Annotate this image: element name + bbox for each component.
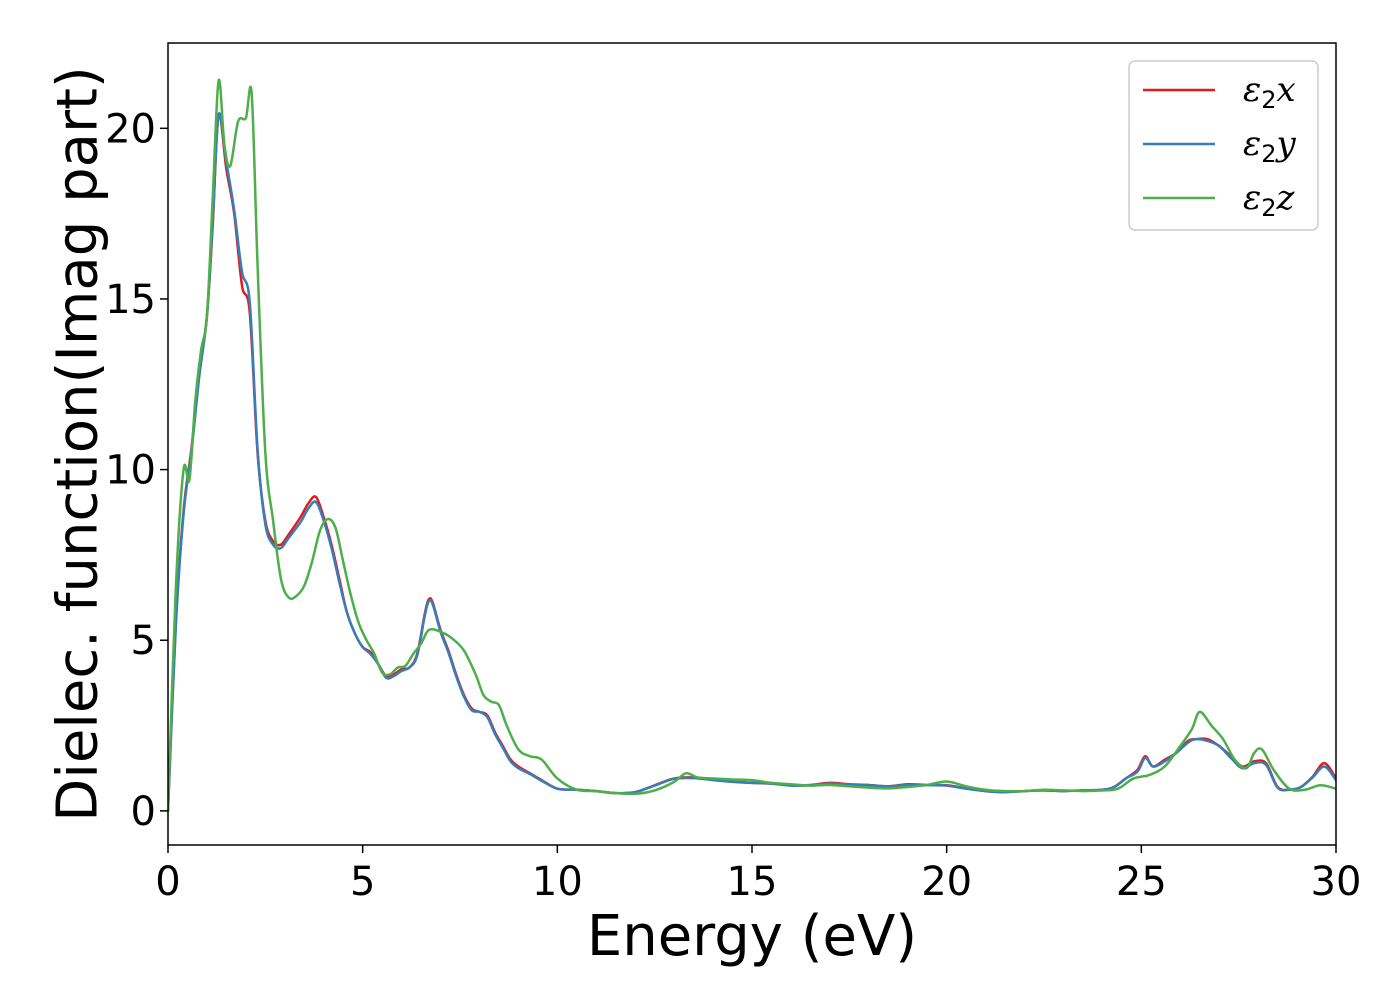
y-axis: 0 5 10 15 20 (105, 106, 168, 835)
x-axis-label: Energy (eV) (587, 904, 917, 969)
x-tick-label: 0 (155, 859, 180, 905)
x-tick-label: 10 (532, 859, 583, 905)
plot-area (168, 78, 1336, 813)
legend-entry: ε2y (1243, 124, 1297, 168)
y-tick-label: 20 (105, 106, 156, 152)
legend-entry: ε2z (1243, 178, 1296, 222)
x-tick-label: 30 (1311, 859, 1362, 905)
x-tick-label: 20 (921, 859, 972, 905)
y-tick-label: 5 (131, 618, 156, 664)
x-tick-label: 25 (1116, 859, 1167, 905)
series-line-3 (168, 78, 1336, 813)
x-tick-label: 5 (350, 859, 375, 905)
y-tick-label: 10 (105, 448, 156, 494)
y-tick-label: 15 (105, 277, 156, 323)
x-tick-label: 15 (727, 859, 778, 905)
legend: ε2x ε2y ε2z (1128, 60, 1319, 231)
legend-box (1128, 60, 1319, 231)
y-tick-label: 0 (131, 789, 156, 835)
legend-entry: ε2x (1243, 70, 1296, 114)
x-axis: 0 5 10 15 20 25 30 (155, 845, 1361, 905)
y-axis-label: Dielec. function(Imag part) (46, 66, 111, 822)
